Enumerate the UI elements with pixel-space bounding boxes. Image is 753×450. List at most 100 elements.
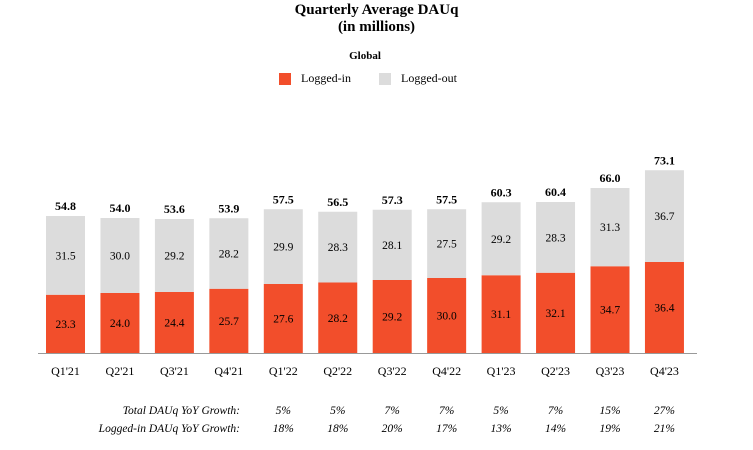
label-logged-in: 31.1 bbox=[491, 309, 511, 321]
growth-value-total: 7% bbox=[438, 405, 455, 417]
legend-item-logged-in: Logged-in bbox=[279, 71, 351, 86]
label-logged-in: 29.2 bbox=[382, 312, 402, 324]
label-logged-out: 31.5 bbox=[55, 250, 75, 262]
x-tick-label: Q2'23 bbox=[541, 364, 570, 378]
x-tick-label: Q1'21 bbox=[51, 364, 80, 378]
label-logged-out: 36.7 bbox=[654, 211, 674, 223]
label-logged-out: 28.3 bbox=[545, 232, 565, 244]
bar-logged-out bbox=[644, 170, 684, 262]
label-logged-out: 29.2 bbox=[491, 234, 511, 246]
label-logged-in: 32.1 bbox=[545, 308, 565, 320]
bar-logged-in bbox=[209, 288, 249, 353]
label-logged-in: 30.0 bbox=[437, 311, 457, 323]
label-logged-in: 34.7 bbox=[600, 305, 620, 317]
label-logged-out: 29.9 bbox=[273, 242, 293, 254]
bar-logged-out bbox=[481, 202, 521, 276]
x-tick-label: Q3'22 bbox=[378, 364, 407, 378]
label-logged-in: 28.2 bbox=[328, 313, 348, 325]
bar-logged-out bbox=[46, 216, 85, 295]
label-total: 53.6 bbox=[164, 202, 185, 216]
x-tick-label: Q3'23 bbox=[596, 364, 625, 378]
growth-value-total: 5% bbox=[493, 405, 509, 417]
legend: Logged-in Logged-out bbox=[0, 71, 753, 87]
label-logged-in: 25.7 bbox=[219, 316, 239, 328]
growth-row-logged-in: Logged-in DAUq YoY Growth: 18% 18% 20% 17% 1… bbox=[0, 423, 753, 439]
bar-logged-in bbox=[481, 275, 521, 353]
label-logged-out: 31.3 bbox=[600, 222, 620, 234]
label-total: 57.5 bbox=[273, 192, 294, 206]
growth-value-logged-in: 17% bbox=[436, 423, 458, 435]
growth-value-total: 5% bbox=[275, 405, 291, 417]
bar-logged-in bbox=[372, 280, 412, 353]
growth-value-total: 5% bbox=[330, 405, 346, 417]
growth-value-logged-in: 19% bbox=[599, 423, 621, 435]
label-total: 53.9 bbox=[218, 201, 239, 215]
label-logged-out: 29.2 bbox=[164, 251, 184, 263]
bar-logged-in bbox=[536, 272, 576, 353]
region-label: Global bbox=[349, 50, 381, 62]
label-logged-out: 27.5 bbox=[437, 239, 457, 251]
growth-value-logged-in: 21% bbox=[653, 423, 675, 435]
bar-logged-out bbox=[372, 209, 412, 280]
bar-logged-in bbox=[644, 262, 684, 353]
bar-logged-out bbox=[536, 202, 576, 273]
legend-swatch-logged-in bbox=[279, 72, 291, 85]
growth-value-total: 27% bbox=[653, 405, 675, 417]
label-total: 54.8 bbox=[55, 199, 76, 213]
bar-logged-in bbox=[100, 293, 140, 353]
label-logged-in: 24.4 bbox=[164, 318, 184, 330]
label-logged-in: 23.3 bbox=[55, 319, 75, 331]
growth-value-logged-in: 13% bbox=[490, 423, 512, 435]
growth-row-total: Total DAUq YoY Growth: 5% 5% 7% 7% 5% 7% 15% 27… bbox=[0, 405, 753, 421]
chart-title-block: Quarterly Average DAUq (in millions) bbox=[0, 2, 753, 36]
bar-logged-in bbox=[590, 266, 630, 353]
label-logged-out: 28.3 bbox=[328, 242, 348, 254]
label-logged-in: 36.4 bbox=[654, 303, 674, 315]
x-tick-label: Q4'21 bbox=[214, 364, 243, 378]
growth-value-total: 15% bbox=[599, 405, 621, 417]
label-total: 60.3 bbox=[491, 185, 512, 199]
label-total: 60.4 bbox=[545, 185, 566, 199]
bar-logged-out bbox=[318, 211, 358, 283]
growth-value-total: 7% bbox=[384, 405, 400, 417]
label-logged-out: 30.0 bbox=[110, 251, 130, 263]
label-logged-in: 24.0 bbox=[110, 318, 130, 330]
label-total: 66.0 bbox=[600, 171, 621, 185]
chart-subtitle: (in millions) bbox=[337, 19, 416, 35]
bar-logged-in bbox=[427, 278, 467, 353]
bar-logged-in bbox=[154, 292, 194, 353]
legend-label-logged-in: Logged-in bbox=[301, 71, 351, 85]
x-tick-label: Q3'21 bbox=[160, 364, 189, 378]
bar-logged-out bbox=[590, 188, 630, 267]
label-total: 56.5 bbox=[327, 195, 348, 209]
x-tick-label: Q1'22 bbox=[269, 364, 298, 378]
label-total: 54.0 bbox=[109, 201, 130, 215]
x-tick-label: Q1'23 bbox=[487, 364, 516, 378]
label-total: 73.1 bbox=[654, 153, 675, 167]
legend-item-logged-out: Logged-out bbox=[379, 71, 457, 86]
x-tick-label: Q4'23 bbox=[650, 364, 679, 378]
label-logged-out: 28.2 bbox=[219, 249, 239, 261]
bar-logged-out bbox=[263, 209, 303, 284]
growth-value-logged-in: 14% bbox=[545, 423, 567, 435]
growth-value-total: 7% bbox=[547, 405, 564, 417]
label-logged-out: 28.1 bbox=[382, 240, 402, 252]
growth-value-logged-in: 18% bbox=[327, 423, 349, 435]
bar-logged-out bbox=[100, 218, 140, 293]
legend-swatch-logged-out bbox=[379, 72, 391, 85]
growth-value-logged-in: 18% bbox=[272, 423, 294, 435]
label-logged-in: 27.6 bbox=[273, 314, 293, 326]
legend-label-logged-out: Logged-out bbox=[401, 71, 457, 85]
label-total: 57.3 bbox=[382, 193, 403, 207]
x-tick-label: Q2'21 bbox=[106, 364, 135, 378]
bar-logged-out bbox=[427, 209, 467, 278]
growth-value-logged-in: 20% bbox=[381, 423, 403, 435]
bar-logged-out bbox=[209, 218, 249, 289]
growth-label-logged-in: Logged-in DAUq YoY Growth: bbox=[98, 423, 240, 435]
bar-logged-in bbox=[318, 282, 358, 353]
bar-logged-in bbox=[263, 284, 303, 353]
growth-label-total: Total DAUq YoY Growth: bbox=[122, 405, 240, 417]
label-total: 57.5 bbox=[436, 192, 457, 206]
bar-logged-out bbox=[154, 219, 194, 292]
